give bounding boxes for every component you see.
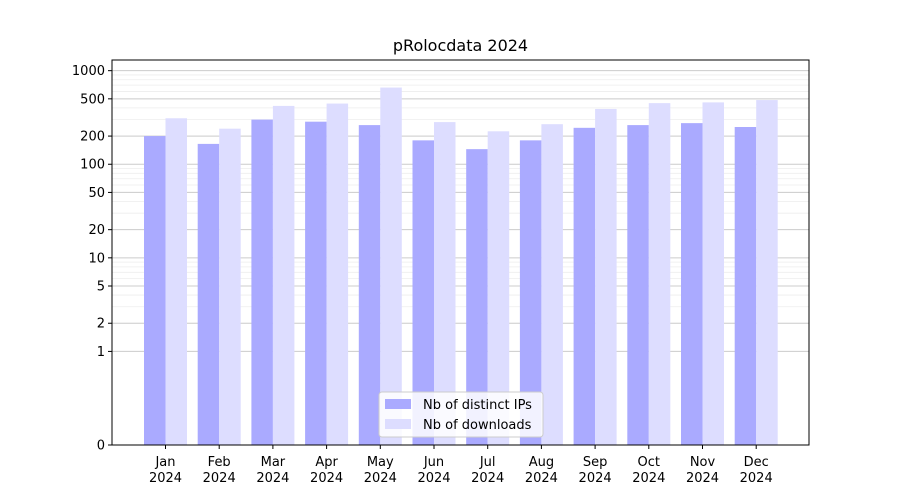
y-tick-label: 20 (88, 223, 105, 238)
x-tick-label: Jan 2024 (149, 455, 182, 486)
legend-label: Nb of downloads (423, 418, 532, 433)
bar-distinct-ips (573, 127, 596, 445)
bar-downloads (219, 128, 241, 445)
bar-downloads (648, 103, 671, 445)
bar-distinct-ips (519, 140, 542, 445)
bar-distinct-ips (466, 149, 488, 445)
y-tick-label: 10 (88, 251, 105, 266)
y-tick-label: 1000 (72, 64, 105, 79)
x-tick-label: Jul 2024 (471, 455, 504, 486)
y-tick-label: 5 (97, 280, 105, 295)
bar-distinct-ips (144, 136, 166, 446)
bar-distinct-ips (305, 121, 327, 446)
y-tick-label: 2 (97, 317, 105, 332)
bar-downloads (702, 102, 724, 446)
bar-distinct-ips (412, 140, 434, 445)
bar-downloads (756, 100, 778, 445)
x-tick-label: May 2024 (364, 455, 397, 486)
bar-downloads (434, 122, 456, 446)
bar-distinct-ips (627, 125, 649, 446)
bar-distinct-ips (734, 127, 757, 445)
y-tick-label: 0 (97, 439, 105, 454)
y-tick-label: 500 (80, 92, 105, 107)
bar-distinct-ips (251, 119, 273, 446)
x-tick-label: Feb 2024 (203, 455, 236, 486)
x-tick-label: Jun 2024 (417, 455, 450, 486)
bar-distinct-ips (358, 125, 381, 446)
y-tick-label: 1 (97, 345, 105, 360)
x-tick-label: Aug 2024 (525, 455, 558, 486)
legend: Nb of distinct IPs Nb of downloads (378, 391, 544, 438)
y-tick-label: 200 (80, 130, 105, 145)
bar-downloads (541, 124, 563, 445)
bar-downloads (595, 108, 617, 446)
x-tick-label: Apr 2024 (310, 455, 343, 486)
legend-swatch (385, 419, 411, 429)
bar-downloads (380, 87, 402, 446)
chart-title: pRolocdata 2024 (393, 36, 528, 55)
y-tick-label: 50 (88, 186, 105, 201)
x-tick-label: Oct 2024 (632, 455, 665, 486)
x-tick-label: Sep 2024 (579, 455, 612, 486)
plot-frame (111, 59, 810, 446)
legend-box (378, 391, 544, 438)
x-tick-label: Mar 2024 (256, 455, 289, 486)
bar-downloads (272, 105, 295, 445)
legend-label: Nb of distinct IPs (423, 398, 532, 413)
bar-distinct-ips (681, 123, 703, 446)
bar-downloads (165, 118, 187, 445)
x-tick-label: Dec 2024 (740, 455, 773, 486)
bar-downloads (487, 131, 510, 445)
legend-swatch (385, 399, 411, 409)
bar-downloads (326, 103, 349, 446)
x-tick-label: Nov 2024 (686, 455, 719, 486)
y-tick-label: 100 (80, 158, 105, 173)
bar-distinct-ips (197, 143, 220, 445)
